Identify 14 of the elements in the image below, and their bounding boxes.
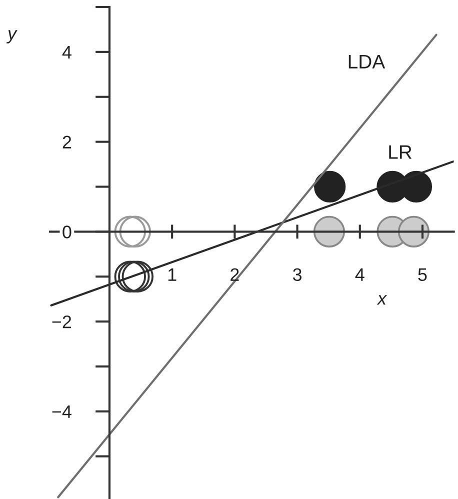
x-tick-label: 5 — [418, 268, 427, 282]
y-axis-title: y — [6, 30, 18, 44]
series-label: LDA — [348, 54, 386, 68]
y-tick-label: −2 — [52, 315, 72, 328]
x-tick-label: 2 — [230, 268, 239, 281]
y-tick-label: 2 — [62, 136, 72, 148]
x-tick-label: 1 — [168, 268, 176, 281]
series-label: LR — [389, 145, 412, 159]
y-tick-label: 4 — [62, 46, 72, 58]
y-tick-label: −4 — [52, 406, 72, 418]
y-tick-label: 0 — [62, 226, 72, 238]
x-axis-title: x — [376, 295, 388, 305]
x-tick-label: 4 — [355, 268, 364, 281]
x-tick-label: 3 — [292, 268, 302, 282]
